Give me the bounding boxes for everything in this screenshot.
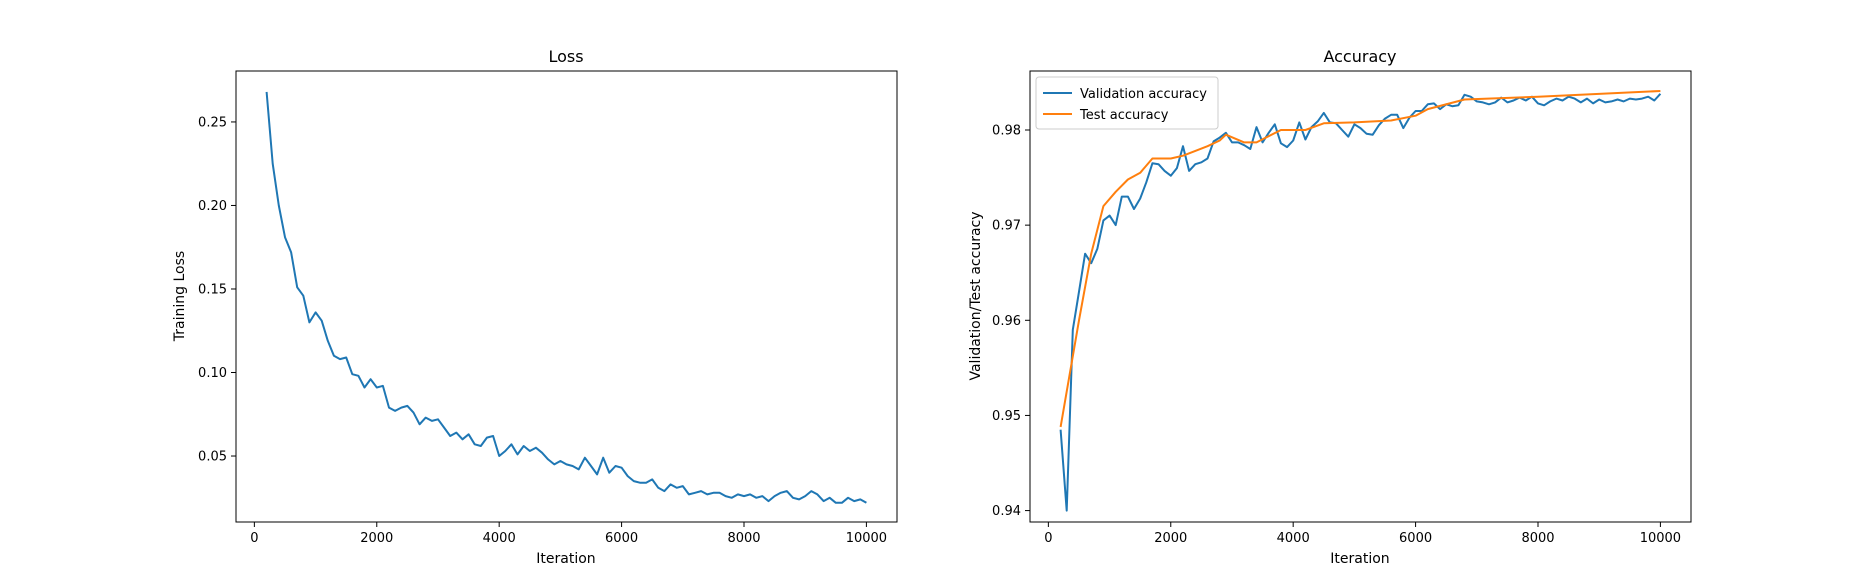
y-tick-label: 0.20 <box>198 199 227 214</box>
y-axis-label: Training Loss <box>172 251 188 342</box>
y-tick-label: 0.96 <box>992 314 1021 329</box>
x-tick-label: 0 <box>250 531 258 546</box>
x-tick-label: 2000 <box>360 531 393 546</box>
plot-area: 0 2000 4000 6000 8000 10000 0.05 0.10 0.15 0.20 0.… <box>198 70 898 546</box>
x-tick-label: 10000 <box>846 531 887 546</box>
x-axis-label: Iteration <box>1330 551 1389 567</box>
y-tick-label: 0.15 <box>198 282 227 297</box>
x-tick-label: 0 <box>1044 531 1052 546</box>
y-tick-label: 0.25 <box>198 115 227 130</box>
legend-box <box>1035 76 1219 130</box>
x-tick-label: 6000 <box>1399 531 1432 546</box>
y-tick-label: 0.94 <box>992 504 1021 519</box>
legend-label: Validation accuracy <box>1080 87 1207 102</box>
y-tick-label: 0.97 <box>992 219 1021 234</box>
chart-title: Loss <box>548 47 583 66</box>
series-line-validation-accuracy <box>1059 93 1662 512</box>
series-line-test-accuracy <box>1059 90 1661 428</box>
y-tick-label: 0.98 <box>992 123 1021 138</box>
x-tick-label: 8000 <box>1521 531 1554 546</box>
x-tick-label: 8000 <box>727 531 760 546</box>
loss-chart: Loss Iteration Training Loss 0 2000 4000 60… <box>172 47 898 567</box>
x-tick-label: 4000 <box>1277 531 1310 546</box>
x-axis-label: Iteration <box>536 551 595 567</box>
legend-label: Test accuracy <box>1079 108 1169 123</box>
y-tick-label: 0.10 <box>198 366 227 381</box>
x-tick-label: 2000 <box>1154 531 1187 546</box>
legend: Validation accuracy Test accuracy <box>1035 76 1219 130</box>
series-line-0 <box>265 91 867 504</box>
axes-frame <box>1029 70 1692 523</box>
y-tick-label: 0.95 <box>992 409 1021 424</box>
x-tick-label: 4000 <box>483 531 516 546</box>
axes-frame <box>235 70 898 523</box>
y-axis-label: Validation/Test accuracy <box>968 211 984 380</box>
accuracy-chart: Accuracy Iteration Validation/Test accur… <box>968 47 1692 567</box>
chart-title: Accuracy <box>1323 47 1396 66</box>
plot-area: 0 2000 4000 6000 8000 10000 0.94 0.95 0.96 0.97 0.… <box>992 70 1692 546</box>
y-tick-label: 0.05 <box>198 450 227 465</box>
x-tick-label: 10000 <box>1640 531 1681 546</box>
x-tick-label: 6000 <box>605 531 638 546</box>
